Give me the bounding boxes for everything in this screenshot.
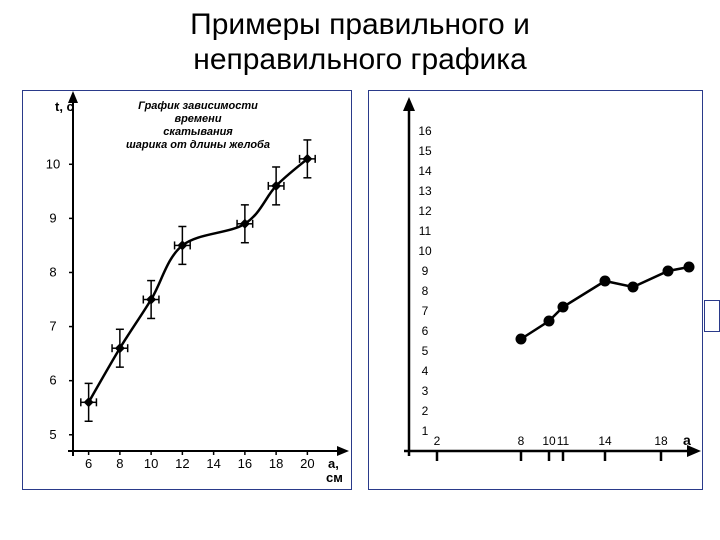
- svg-text:см: см: [326, 470, 343, 485]
- svg-text:шарика от длины желоба: шарика от длины желоба: [126, 139, 270, 151]
- svg-text:16: 16: [418, 124, 432, 138]
- svg-text:a,: a,: [328, 456, 339, 471]
- svg-text:14: 14: [598, 434, 612, 448]
- svg-text:7: 7: [49, 319, 56, 334]
- svg-text:График зависимости: График зависимости: [138, 100, 258, 112]
- svg-text:8: 8: [49, 264, 56, 279]
- svg-text:12: 12: [418, 204, 432, 218]
- svg-text:18: 18: [654, 434, 668, 448]
- svg-text:8: 8: [116, 456, 123, 471]
- svg-text:14: 14: [206, 456, 220, 471]
- svg-text:10: 10: [46, 156, 60, 171]
- svg-text:15: 15: [418, 144, 432, 158]
- svg-text:1: 1: [422, 424, 429, 438]
- svg-text:7: 7: [422, 304, 429, 318]
- svg-text:6: 6: [49, 373, 56, 388]
- svg-text:13: 13: [418, 184, 432, 198]
- svg-text:скатывания: скатывания: [163, 126, 233, 138]
- svg-text:a: a: [683, 432, 691, 448]
- left-chart-svg: График зависимостивременискатыванияшарик…: [23, 91, 351, 489]
- svg-text:6: 6: [85, 456, 92, 471]
- svg-text:12: 12: [175, 456, 189, 471]
- svg-text:2: 2: [422, 404, 429, 418]
- title-line-2: неправильного графика: [193, 43, 526, 76]
- right-chart-container: 123456789101112131415162810111418a: [368, 90, 703, 490]
- page-title: Примеры правильного и неправильного граф…: [0, 8, 720, 77]
- svg-text:t, c: t, c: [55, 99, 74, 114]
- svg-text:2: 2: [434, 434, 441, 448]
- svg-text:10: 10: [418, 244, 432, 258]
- edge-box: [704, 300, 720, 332]
- right-chart-svg: 123456789101112131415162810111418a: [369, 91, 702, 489]
- svg-text:10: 10: [144, 456, 158, 471]
- svg-text:3: 3: [422, 384, 429, 398]
- title-line-1: Примеры правильного и: [190, 8, 530, 41]
- svg-text:18: 18: [269, 456, 283, 471]
- svg-text:16: 16: [238, 456, 252, 471]
- svg-text:10: 10: [542, 434, 556, 448]
- svg-text:9: 9: [422, 264, 429, 278]
- svg-text:8: 8: [422, 284, 429, 298]
- svg-text:времени: времени: [174, 113, 221, 125]
- svg-text:6: 6: [422, 324, 429, 338]
- svg-text:14: 14: [418, 164, 432, 178]
- svg-text:9: 9: [49, 210, 56, 225]
- svg-text:20: 20: [300, 456, 314, 471]
- svg-text:4: 4: [422, 364, 429, 378]
- svg-text:8: 8: [518, 434, 525, 448]
- svg-text:11: 11: [419, 224, 432, 238]
- left-chart-container: График зависимостивременискатыванияшарик…: [22, 90, 352, 490]
- svg-text:5: 5: [49, 427, 56, 442]
- svg-text:5: 5: [422, 344, 429, 358]
- svg-text:11: 11: [557, 434, 570, 448]
